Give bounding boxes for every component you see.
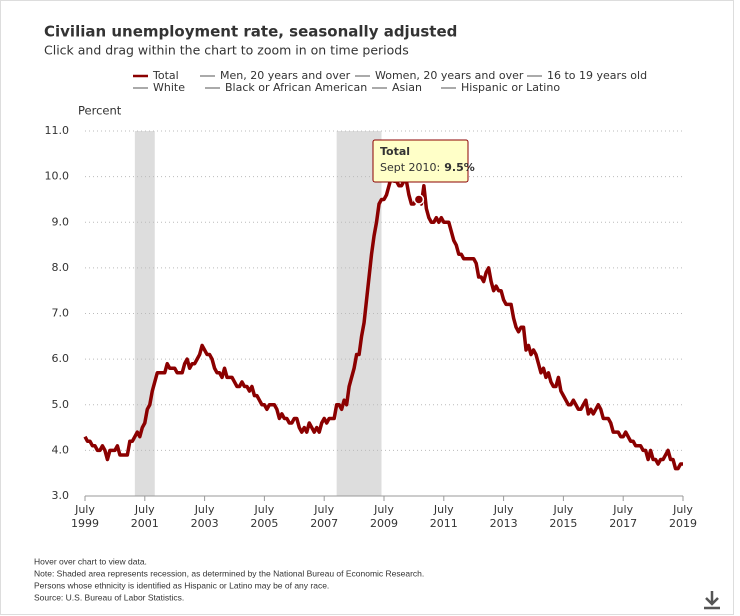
tooltip: Total Sept 2010: 9.5% [372,139,475,183]
data-line [83,174,683,471]
x-tick-label: July [74,503,95,516]
y-tick-label: 4.0 [52,443,70,456]
x-tick-label: 2015 [549,517,577,530]
y-tick-label: 11.0 [45,124,70,137]
legend-label: Women, 20 years and over [375,69,524,82]
x-tick-label: July [493,503,514,516]
x-tick-label: July [134,503,155,516]
x-tick-label: 2019 [669,517,697,530]
y-tick-label: 5.0 [52,398,70,411]
legend-label: Black or African American [225,81,367,94]
x-tick-label: 2003 [191,517,219,530]
y-tick-label: 8.0 [52,261,70,274]
chart-subtitle: Click and drag within the chart to zoom … [44,43,409,58]
legend-label: Asian [392,81,422,94]
tooltip-title: Total [380,145,410,158]
legend-label: 16 to 19 years old [547,69,647,82]
footnote: Persons whose ethnicity is identified as… [34,580,329,590]
legend-label: Men, 20 years and over [220,69,351,82]
x-tick-label: July [672,503,693,516]
legend-label: Total [152,69,179,82]
y-tick-label: 6.0 [52,352,70,365]
x-tick-label: 2007 [310,517,338,530]
hover-point [413,194,425,205]
y-tick-label: 10.0 [45,170,70,183]
y-tick-label: 9.0 [52,215,70,228]
y-tick-label: 7.0 [52,307,70,320]
x-tick-label: 2009 [370,517,398,530]
x-tick-label: July [373,503,394,516]
tooltip-value: 9.5% [444,161,475,174]
legend-label: Hispanic or Latino [461,81,560,94]
x-tick-label: July [194,503,215,516]
tooltip-box [372,139,469,183]
chart-title: Civilian unemployment rate, seasonally a… [44,23,457,41]
x-tick-label: 2011 [430,517,458,530]
x-tick-label: July [553,503,574,516]
x-tick-label: 1999 [71,517,99,530]
legend-label: White [153,81,185,94]
download-icon[interactable] [704,591,720,610]
x-tick-label: July [612,503,633,516]
x-tick-label: July [254,503,275,516]
y-tick-label: 3.0 [52,489,70,502]
footnote: Note: Shaded area represents recession, … [34,568,424,578]
x-tick-label: 2001 [131,517,159,530]
x-tick-label: 2017 [609,517,637,530]
y-axis-label: Percent [78,104,122,118]
tooltip-date: Sept 2010: [380,161,440,174]
x-tick-label: 2005 [250,517,278,530]
recession-band [336,131,382,496]
footnote: Source: U.S. Bureau of Labor Statistics. [34,592,184,602]
download-button[interactable] [700,588,724,612]
footnote: Hover over chart to view data. [34,556,147,566]
x-tick-label: 2013 [490,517,518,530]
x-tick-label: July [433,503,454,516]
x-tick-label: July [313,503,334,516]
